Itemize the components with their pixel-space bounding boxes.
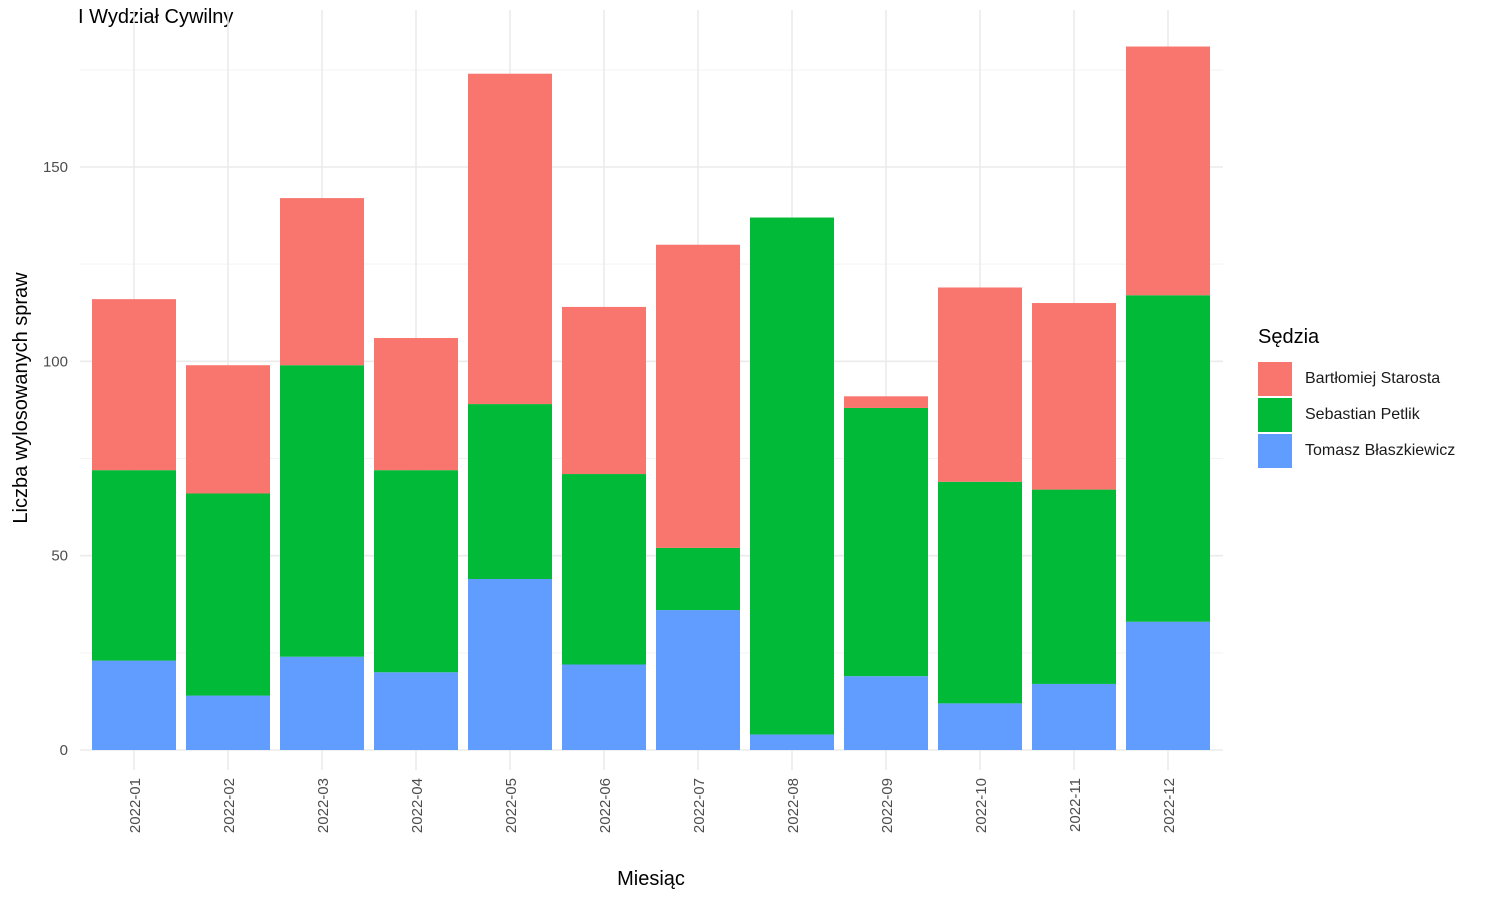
x-tick-label: 2022-01 (127, 778, 144, 833)
bar-segment (92, 660, 176, 750)
bar-segment (92, 470, 176, 661)
y-axis-ticks: 0 50 100 150 (43, 159, 68, 759)
x-tick-label: 2022-07 (691, 778, 708, 833)
legend-key (1258, 434, 1292, 468)
legend-title: Sędzia (1258, 326, 1320, 348)
x-tick-label: 2022-08 (785, 778, 802, 833)
x-tick-label: 2022-06 (597, 778, 614, 833)
bar-segment (374, 470, 458, 673)
x-axis-ticks: 2022-01 2022-02 2022-03 2022-04 2022-05 2022-… (127, 778, 1178, 833)
bar-stacks (92, 46, 1210, 750)
bar-segment (750, 734, 834, 750)
legend-item: Bartłomiej Starosta (1258, 361, 1455, 397)
y-axis-title: Liczba wylosowanych spraw (10, 272, 32, 524)
bar-segment (844, 396, 928, 408)
bar-segment (280, 656, 364, 750)
bar-segment (1126, 621, 1210, 750)
bar-segment (468, 578, 552, 750)
bar-segment (1126, 46, 1210, 296)
x-tick-label: 2022-03 (315, 778, 332, 833)
chart-title: I Wydział Cywilny (78, 6, 234, 28)
x-tick-label: 2022-09 (879, 778, 896, 833)
x-tick-label: 2022-02 (221, 778, 238, 833)
y-tick-label: 50 (51, 548, 68, 565)
bar-segment (374, 672, 458, 750)
bar-segment (186, 695, 270, 750)
bar-segment (468, 404, 552, 579)
bar-segment (938, 481, 1022, 704)
bar-segment (468, 73, 552, 405)
bar-segment (938, 287, 1022, 482)
legend-items: Bartłomiej Starosta Sebastian Petlik Tomas… (1258, 361, 1455, 469)
bar-segment (656, 244, 740, 548)
bar-segment (844, 676, 928, 750)
y-tick-label: 0 (60, 742, 68, 759)
bar-segment (938, 703, 1022, 750)
x-tick-label: 2022-11 (1067, 778, 1084, 832)
x-tick-label: 2022-05 (503, 778, 520, 833)
bar-segment (186, 493, 270, 696)
legend: Sędzia Bartłomiej Starosta Sebastian Petl… (1258, 326, 1455, 469)
bar-segment (186, 365, 270, 494)
x-tick-label: 2022-10 (973, 778, 990, 833)
bar-segment (750, 217, 834, 735)
y-tick-label: 100 (43, 353, 68, 370)
bar-segment (92, 299, 176, 471)
legend-label: Sebastian Petlik (1305, 406, 1420, 423)
bar-segment (656, 547, 740, 611)
bar-segment (1032, 303, 1116, 490)
bar-segment (1032, 683, 1116, 750)
x-tick-label: 2022-12 (1161, 778, 1178, 833)
bar-segment (374, 338, 458, 471)
x-tick-label: 2022-04 (409, 778, 426, 833)
bar-segment (562, 306, 646, 475)
bar-segment (656, 610, 740, 750)
bar-segment (562, 664, 646, 750)
bar-segment (562, 474, 646, 665)
legend-label: Bartłomiej Starosta (1305, 370, 1441, 387)
legend-item: Tomasz Błaszkiewicz (1258, 433, 1455, 469)
legend-key (1258, 398, 1292, 432)
bar-segment (1032, 489, 1116, 684)
y-tick-label: 150 (43, 159, 68, 176)
bar-segment (1126, 295, 1210, 622)
bar-segment (280, 198, 364, 366)
legend-item: Sebastian Petlik (1258, 397, 1455, 433)
bar-segment (844, 407, 928, 677)
bar-segment (280, 365, 364, 657)
x-axis-title: Miesiąc (617, 868, 685, 890)
legend-key (1258, 362, 1292, 396)
legend-label: Tomasz Błaszkiewicz (1305, 442, 1456, 459)
